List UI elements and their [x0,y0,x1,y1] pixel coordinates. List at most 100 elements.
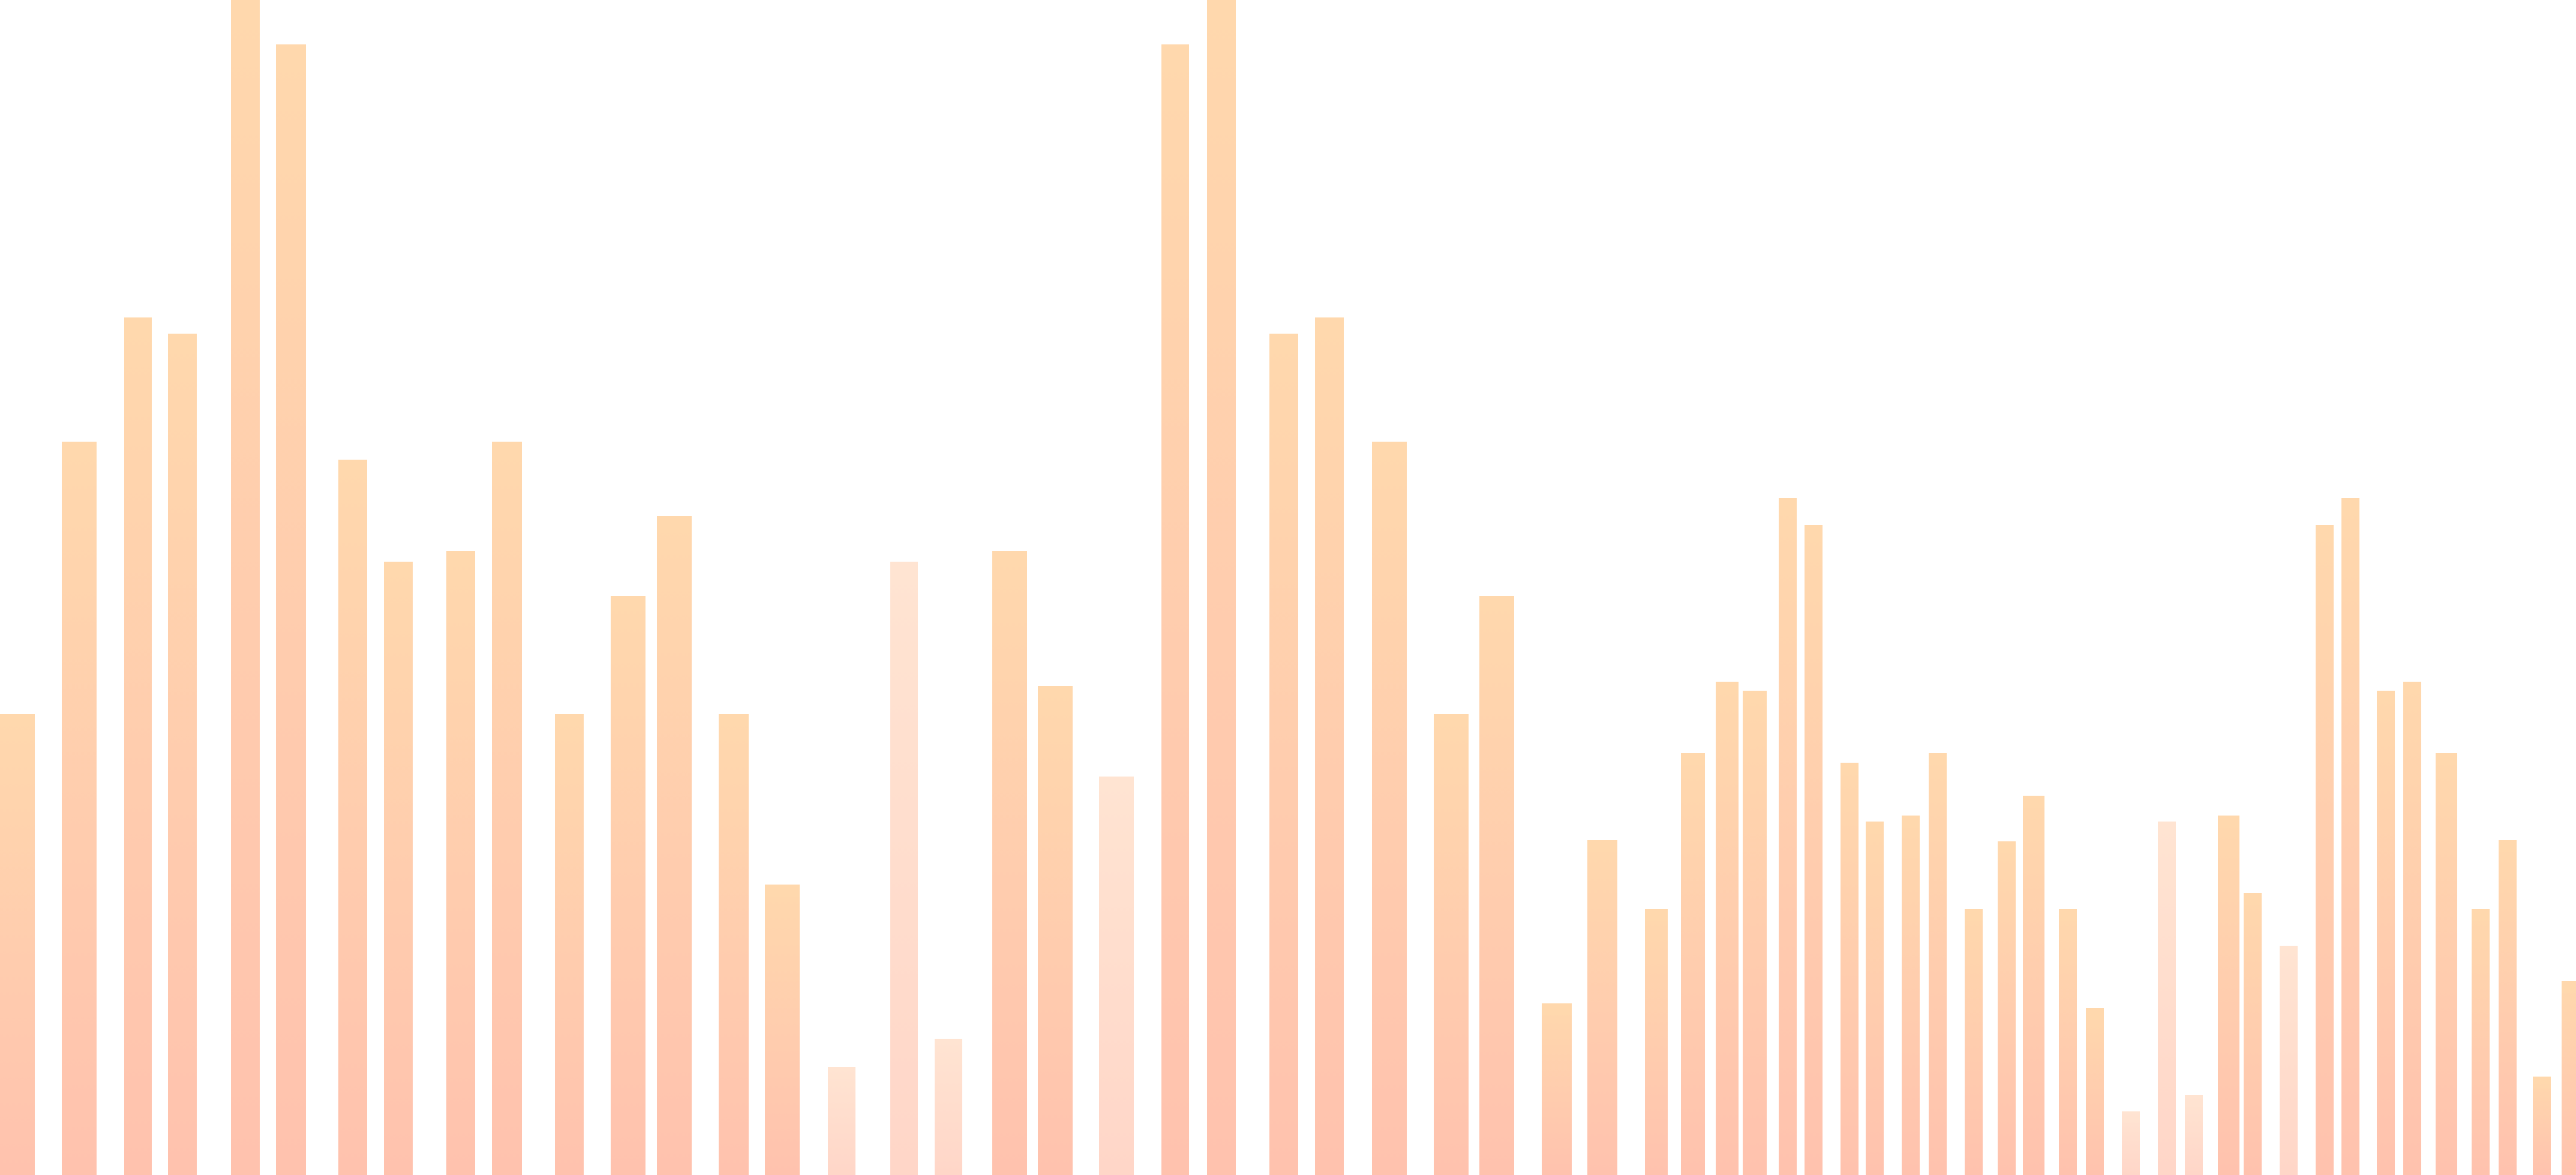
bar-29 [1542,1003,1572,1175]
bar-cap-44 [2059,909,2077,921]
bar-cap-21 [1099,777,1134,789]
bar-cap-6 [276,44,306,56]
bar-60 [2562,981,2576,1175]
bar-30 [1587,840,1617,1175]
bar-16 [828,1067,855,1175]
bar-cap-16 [828,1067,855,1079]
bar-41 [1965,909,1983,1175]
bar-20 [1038,686,1073,1175]
bar-55 [2403,682,2421,1175]
bar-50 [2244,893,2262,1175]
bar-cap-28 [1479,596,1514,608]
bar-44 [2059,909,2077,1175]
bar-cap-27 [1434,714,1469,726]
bar-47 [2158,822,2176,1175]
bar-cap-56 [2436,753,2457,765]
bar-cap-37 [1841,763,1859,775]
bar-cap-59 [2533,1077,2551,1089]
bar-cap-20 [1038,686,1073,698]
bar-33 [1716,682,1739,1175]
bar-cap-47 [2158,822,2176,834]
bar-34 [1743,691,1767,1175]
bar-cap-45 [2086,1008,2104,1020]
bar-cap-5 [231,0,260,12]
bar-23 [1207,0,1236,1175]
bar-27 [1434,714,1469,1175]
bar-cap-54 [2377,691,2395,703]
bar-cap-40 [1929,753,1947,765]
bar-cap-41 [1965,909,1983,921]
bar-7 [338,460,367,1175]
bar-cap-2 [62,442,97,454]
bar-38 [1866,822,1884,1175]
bar-cap-35 [1779,498,1797,510]
bar-36 [1805,525,1823,1175]
bar-cap-13 [657,516,692,528]
bar-13 [657,516,692,1175]
bar-4 [168,334,197,1175]
bar-cap-24 [1269,334,1298,346]
bar-cap-12 [611,596,645,608]
bar-cap-60 [2562,981,2576,993]
bar-cap-15 [765,885,800,897]
bar-56 [2436,753,2457,1175]
bar-cap-46 [2122,1111,2140,1123]
bar-53 [2341,498,2359,1175]
bar-17 [890,562,918,1175]
bar-57 [2472,909,2490,1175]
bar-18 [935,1039,962,1175]
bar-cap-50 [2244,893,2262,905]
bar-3 [124,317,152,1175]
bar-cap-43 [2023,796,2044,808]
bar-22 [1161,44,1189,1175]
bar-cap-48 [2185,1095,2203,1107]
bar-cap-7 [338,460,367,472]
bar-cap-3 [124,317,152,329]
bar-31 [1645,909,1668,1175]
bar-cap-34 [1743,691,1767,703]
bar-43 [2023,796,2044,1175]
bar-cap-53 [2341,498,2359,510]
bar-cap-9 [446,551,475,563]
bar-cap-29 [1542,1003,1572,1015]
bar-49 [2218,816,2239,1175]
bar-42 [1998,841,2016,1175]
bar-cap-55 [2403,682,2421,694]
bar-cap-17 [890,562,918,574]
bar-cap-11 [555,714,584,726]
bar-cap-39 [1902,816,1920,828]
bar-54 [2377,691,2395,1175]
bar-25 [1315,317,1344,1175]
bar-10 [492,442,522,1175]
bar-19 [992,551,1027,1175]
bar-cap-4 [168,334,197,346]
bar-9 [446,551,475,1175]
bar-cap-42 [1998,841,2016,853]
bar-59 [2533,1077,2551,1175]
bar-cap-58 [2499,840,2517,852]
bar-51 [2280,946,2298,1175]
bar-cap-19 [992,551,1027,563]
bar-cap-52 [2316,525,2334,537]
bar-cap-25 [1315,317,1344,329]
bar-1 [0,714,35,1175]
bar-21 [1099,777,1134,1175]
bar-cap-14 [719,714,749,726]
bar-6 [276,44,306,1175]
bar-cap-10 [492,442,522,454]
bar-cap-22 [1161,44,1189,56]
bar-12 [611,596,645,1175]
bar-cap-51 [2280,946,2298,958]
bar-cap-49 [2218,816,2239,828]
bar-26 [1372,442,1407,1175]
bar-cap-32 [1681,753,1705,765]
bar-58 [2499,840,2517,1175]
bar-cap-36 [1805,525,1823,537]
bar-5 [231,0,260,1175]
bar-52 [2316,525,2334,1175]
bar-32 [1681,753,1705,1175]
bar-39 [1902,816,1920,1175]
bar-28 [1479,596,1514,1175]
